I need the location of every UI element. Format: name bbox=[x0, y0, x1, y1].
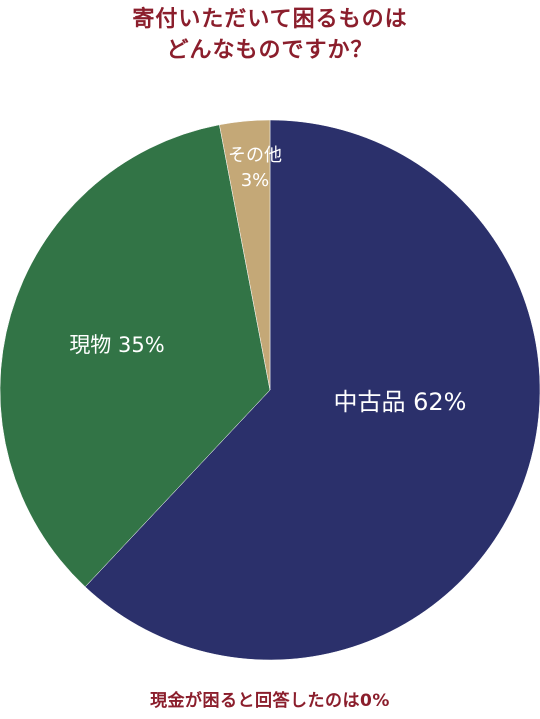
slice-label-2: 現物 35% bbox=[69, 333, 164, 357]
chart-title-line-1: 寄付いただいて困るものは bbox=[132, 7, 408, 32]
slice-label-1: 中古品 62% bbox=[334, 388, 467, 416]
slice-label-3: その他 bbox=[228, 145, 282, 166]
footnote: 現金が困ると回答したのは0% bbox=[150, 691, 390, 711]
chart-title-line-2: どんなものですか？ bbox=[166, 38, 374, 63]
chart-title: 寄付いただいて困るものは どんなものですか？ bbox=[0, 4, 540, 66]
pie-slice-3 bbox=[219, 119, 271, 391]
pie-slice-1 bbox=[84, 119, 540, 661]
slice-value-3: 3% bbox=[241, 170, 270, 191]
pie-slice-2 bbox=[0, 124, 271, 588]
